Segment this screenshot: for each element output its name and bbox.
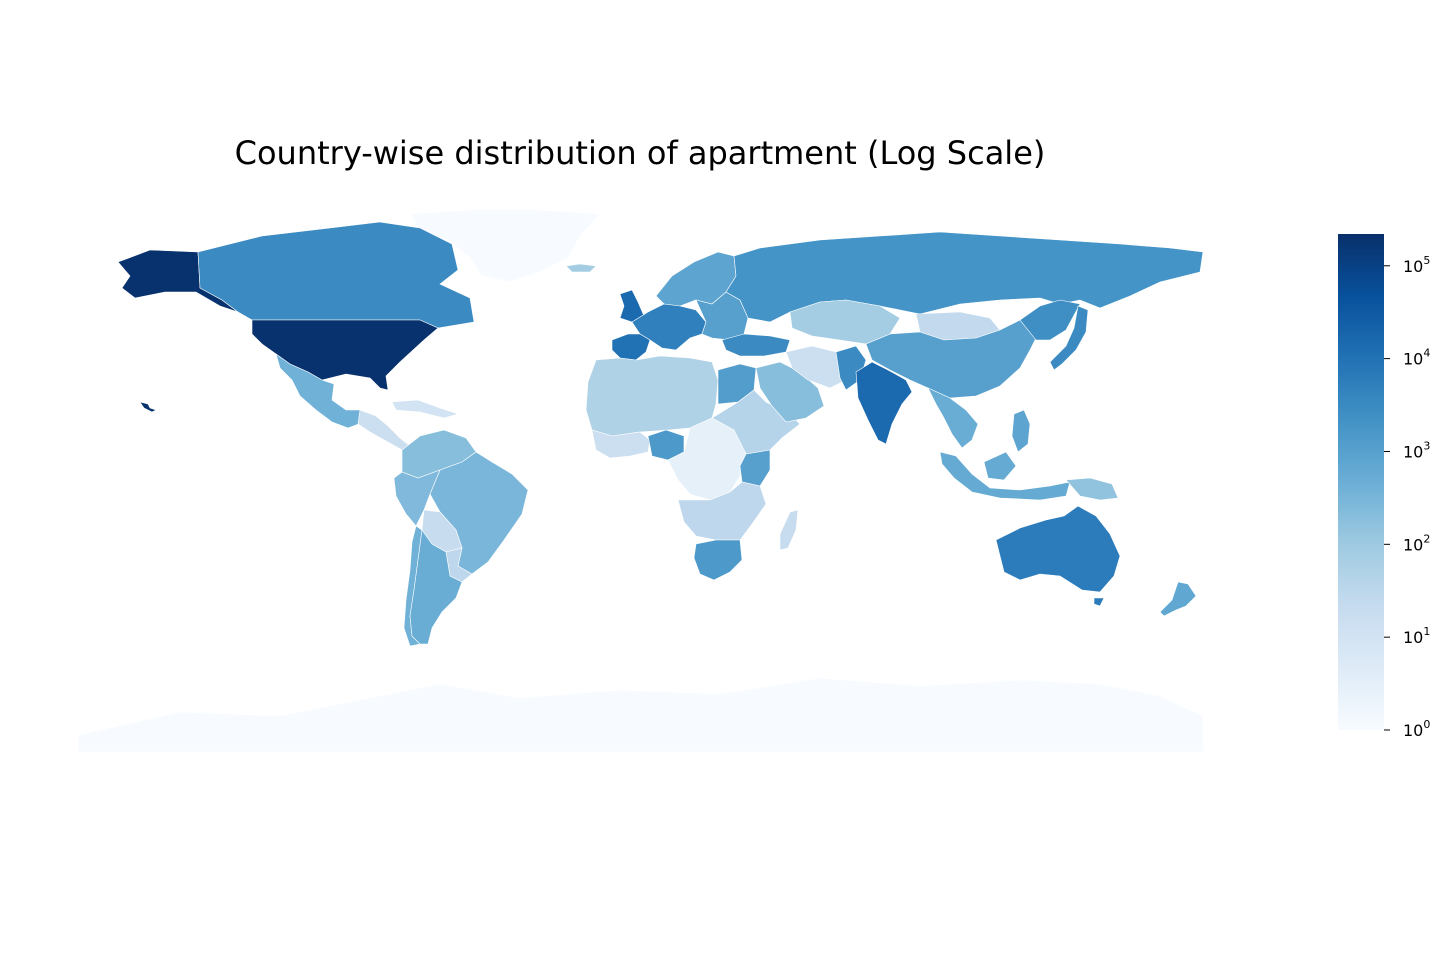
region-south-africa[interactable]: [693, 539, 743, 581]
region-caribbean[interactable]: [391, 399, 460, 419]
region-madagascar[interactable]: [779, 509, 799, 551]
region-philippines[interactable]: [1011, 409, 1031, 453]
region-arabia[interactable]: [755, 361, 825, 423]
region-antarctica[interactable]: [77, 677, 1204, 753]
region-usa[interactable]: [251, 319, 439, 391]
region-china[interactable]: [865, 319, 1041, 399]
region-greenland[interactable]: [409, 209, 601, 283]
colorbar-tick-label: 104: [1403, 347, 1430, 369]
region-central-america[interactable]: [357, 409, 411, 451]
region-southeast-asia[interactable]: [927, 387, 979, 449]
colorbar-tick-label: 105: [1403, 254, 1430, 276]
region-turkey[interactable]: [721, 333, 791, 357]
region-new-zealand[interactable]: [1159, 581, 1197, 617]
colorbar: [1338, 234, 1384, 730]
region-iberia[interactable]: [611, 333, 651, 361]
region-canada[interactable]: [197, 221, 475, 329]
region-japan[interactable]: [1049, 305, 1089, 371]
map-layer: [77, 209, 1204, 753]
region-australia[interactable]: [995, 505, 1121, 607]
colorbar-tick-label: 103: [1403, 439, 1430, 461]
colorbar-ticks: 100 101 102 103 104 105: [1384, 254, 1430, 740]
region-papua[interactable]: [1065, 477, 1119, 501]
region-peru[interactable]: [393, 469, 441, 527]
region-west-africa[interactable]: [591, 429, 651, 459]
map-title: Country-wise distribution of apartment (…: [234, 134, 1046, 172]
colorbar-tick-label: 102: [1403, 532, 1430, 554]
region-east-africa[interactable]: [711, 389, 801, 455]
colorbar-tick-label: 100: [1403, 718, 1430, 740]
region-hawaii[interactable]: [139, 401, 157, 413]
region-argentina[interactable]: [409, 529, 463, 645]
region-indonesia[interactable]: [939, 451, 1071, 501]
region-iceland[interactable]: [565, 263, 597, 273]
region-russia[interactable]: [725, 231, 1204, 323]
region-korea[interactable]: [1019, 299, 1081, 341]
region-southern-africa-north[interactable]: [677, 481, 767, 541]
region-india[interactable]: [855, 361, 913, 445]
colorbar-tick-label: 101: [1403, 625, 1430, 647]
